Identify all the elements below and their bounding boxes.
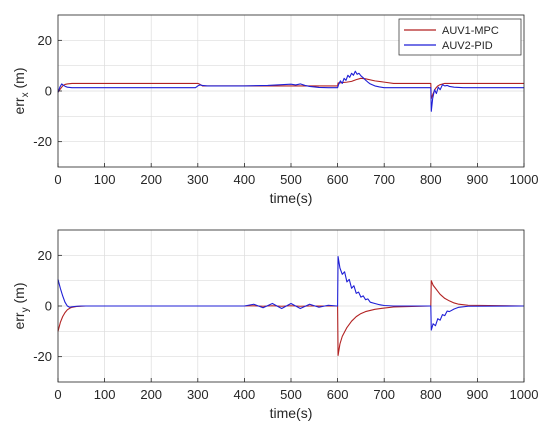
y-tick-label: 20 xyxy=(38,33,52,48)
x-tick-label: 800 xyxy=(420,172,442,187)
x-tick-label: 1000 xyxy=(510,172,539,187)
y-tick-label: -20 xyxy=(33,134,52,149)
x-tick-label: 900 xyxy=(467,387,489,402)
legend-box xyxy=(398,18,522,56)
x-tick-label: 100 xyxy=(94,387,116,402)
y-tick-label: 0 xyxy=(45,84,52,99)
legend: AUV1-MPC AUV2-PID xyxy=(398,18,522,56)
x-tick-label: 100 xyxy=(94,172,116,187)
x-tick-label: 200 xyxy=(140,172,162,187)
x-tick-label: 300 xyxy=(187,172,209,187)
y-axis-label: erry (m) xyxy=(11,282,31,329)
x-tick-label: 200 xyxy=(140,387,162,402)
y-axis-label: errx (m) xyxy=(11,67,31,114)
x-axis-label: time(s) xyxy=(270,190,313,206)
x-tick-label: 500 xyxy=(280,172,302,187)
x-tick-label: 600 xyxy=(327,172,349,187)
x-tick-label: 900 xyxy=(467,172,489,187)
x-tick-label: 700 xyxy=(373,172,395,187)
x-tick-label: 800 xyxy=(420,387,442,402)
x-tick-label: 400 xyxy=(234,172,256,187)
x-tick-label: 500 xyxy=(280,387,302,402)
series-line-auv2-pid xyxy=(57,70,524,112)
y-tick-label: 20 xyxy=(38,248,52,263)
x-tick-label: 700 xyxy=(373,387,395,402)
x-tick-label: 0 xyxy=(54,387,61,402)
legend-label: AUV2-PID xyxy=(442,40,493,52)
y-tick-label: 0 xyxy=(45,299,52,314)
x-tick-label: 600 xyxy=(327,387,349,402)
y-tick-label: -20 xyxy=(33,349,52,364)
series-line-auv1-mpc xyxy=(57,77,524,100)
x-tick-label: 400 xyxy=(234,387,256,402)
series-line-auv2-pid xyxy=(57,256,525,331)
series-layer xyxy=(57,70,524,112)
x-tick-label: 300 xyxy=(187,387,209,402)
series-layer xyxy=(57,256,525,356)
x-tick-label: 0 xyxy=(54,172,61,187)
x-axis-label: time(s) xyxy=(270,405,313,421)
x-tick-label: 1000 xyxy=(510,387,539,402)
legend-label: AUV1-MPC xyxy=(442,25,499,37)
